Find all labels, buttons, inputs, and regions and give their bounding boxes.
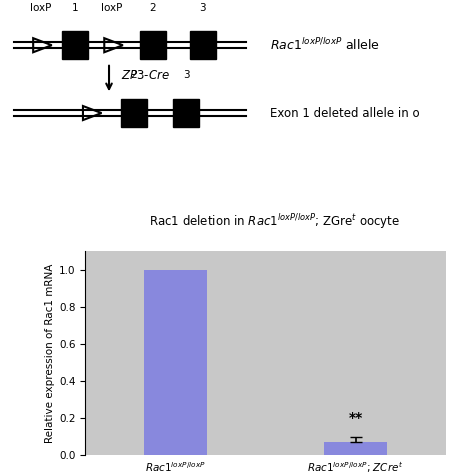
Bar: [190, 31, 216, 59]
Bar: [62, 31, 88, 59]
Text: $\mathit{Rac1}^{\mathit{loxP/loxP}}$ allele: $\mathit{Rac1}^{\mathit{loxP/loxP}}$ all…: [270, 37, 380, 53]
Text: 2: 2: [150, 2, 156, 13]
Text: loxP: loxP: [100, 2, 122, 13]
Bar: [144, 270, 207, 455]
Text: 2: 2: [131, 71, 137, 81]
Text: Rac1 deletion in $\mathit{Rac1}^{\mathit{loxP/loxP}}$; ZGre$^{\mathit{t}}$ oocyt: Rac1 deletion in $\mathit{Rac1}^{\mathit…: [149, 212, 401, 231]
Text: 3: 3: [183, 71, 189, 81]
Y-axis label: Relative expression of Rac1 mRNA: Relative expression of Rac1 mRNA: [45, 264, 55, 443]
Bar: [173, 99, 199, 127]
Text: loxP: loxP: [29, 2, 51, 13]
Text: 3: 3: [200, 2, 206, 13]
Text: 1: 1: [72, 2, 78, 13]
Bar: [324, 442, 387, 455]
Text: **: **: [348, 411, 363, 425]
Text: $\mathit{ZP3}$-$\mathit{Cre}$: $\mathit{ZP3}$-$\mathit{Cre}$: [121, 70, 170, 82]
Bar: [121, 99, 147, 127]
Bar: [140, 31, 166, 59]
Text: Exon 1 deleted allele in o: Exon 1 deleted allele in o: [270, 107, 420, 119]
